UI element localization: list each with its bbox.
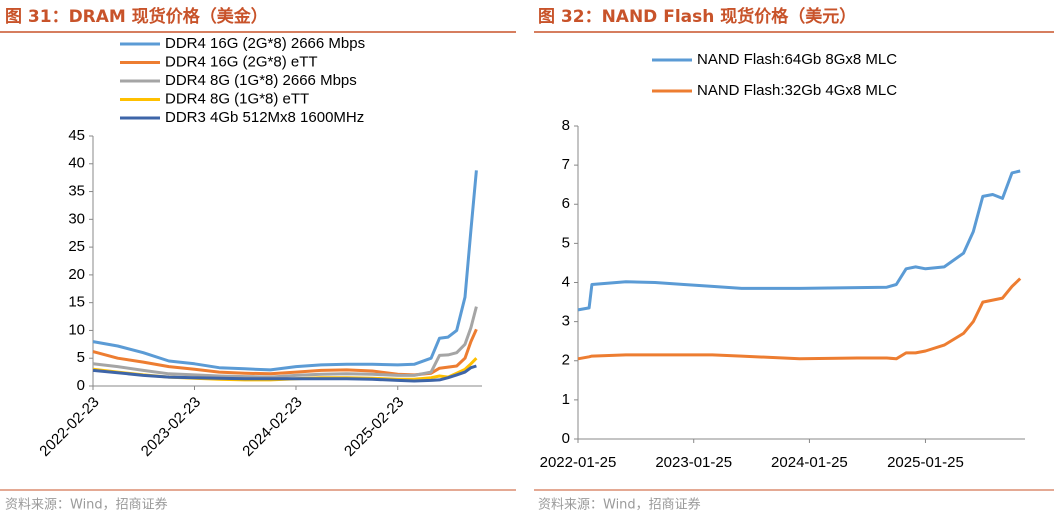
legend-label: NAND Flash:64Gb 8Gx8 MLC xyxy=(697,51,897,68)
y-tick-label: 35 xyxy=(68,183,85,200)
x-tick-label: 2024-02-23 xyxy=(239,394,305,460)
y-tick-label: 15 xyxy=(68,294,85,311)
y-tick-label: 4 xyxy=(562,273,570,290)
series-line xyxy=(92,328,478,377)
y-tick-label: 0 xyxy=(562,430,570,447)
y-tick-label: 0 xyxy=(77,377,85,394)
y-tick-label: 7 xyxy=(562,156,570,173)
legend-label: DDR4 16G (2G*8) 2666 Mbps xyxy=(165,35,365,52)
y-tick-label: 6 xyxy=(562,195,570,212)
series-line xyxy=(92,306,478,379)
x-tick-label: 2022-01-25 xyxy=(540,454,617,471)
chart-title: 图 32：NAND Flash 现货价格（美元） xyxy=(538,6,856,27)
x-tick-label: 2023-02-23 xyxy=(138,394,204,460)
y-tick-label: 8 xyxy=(562,117,570,134)
legend-label: NAND Flash:32Gb 4Gx8 MLC xyxy=(697,82,897,99)
series-line xyxy=(92,170,478,372)
y-tick-label: 1 xyxy=(562,391,570,408)
series-line xyxy=(577,169,1021,312)
source: 资料来源：Wind，招商证券 xyxy=(5,497,168,513)
chart-title: 图 31：DRAM 现货价格（美金） xyxy=(5,6,268,27)
legend-label: DDR4 8G (1G*8) eTT xyxy=(165,90,309,107)
x-tick-label: 2025-01-25 xyxy=(887,454,964,471)
y-tick-label: 30 xyxy=(68,210,85,227)
y-tick-label: 2 xyxy=(562,352,570,369)
legend-label: DDR4 8G (1G*8) 2666 Mbps xyxy=(165,72,357,89)
y-tick-label: 20 xyxy=(68,266,85,283)
x-tick-label: 2022-02-23 xyxy=(36,394,102,460)
y-tick-label: 3 xyxy=(562,313,570,330)
y-tick-label: 5 xyxy=(562,234,570,251)
x-tick-label: 2023-01-25 xyxy=(655,454,732,471)
series-line xyxy=(92,364,477,383)
series-line xyxy=(577,277,1022,361)
y-tick-label: 5 xyxy=(77,349,85,366)
y-tick-label: 25 xyxy=(68,238,85,255)
source: 资料来源：Wind，招商证券 xyxy=(538,497,701,513)
x-tick-label: 2024-01-25 xyxy=(771,454,848,471)
y-tick-label: 45 xyxy=(68,127,85,144)
y-tick-label: 10 xyxy=(68,321,85,338)
y-tick-label: 40 xyxy=(68,155,85,172)
legend-label: DDR3 4Gb 512Mx8 1600MHz xyxy=(165,109,364,126)
x-tick-label: 2025-02-23 xyxy=(341,394,407,460)
legend-label: DDR4 16G (2G*8) eTT xyxy=(165,53,318,70)
